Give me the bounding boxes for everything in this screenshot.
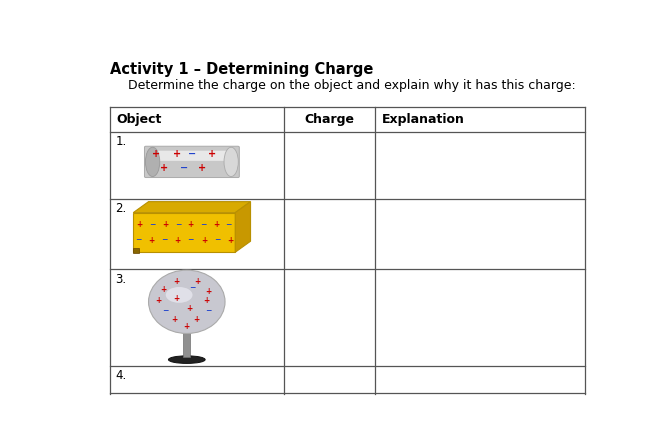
Text: 3.: 3. bbox=[115, 273, 126, 286]
FancyBboxPatch shape bbox=[153, 151, 231, 161]
Text: +: + bbox=[208, 149, 216, 159]
Text: −: − bbox=[188, 236, 194, 245]
Text: +: + bbox=[186, 304, 192, 313]
Ellipse shape bbox=[224, 147, 238, 177]
Text: +: + bbox=[137, 220, 143, 229]
Text: −: − bbox=[135, 236, 141, 245]
Text: −: − bbox=[162, 306, 168, 315]
FancyBboxPatch shape bbox=[133, 248, 139, 253]
Ellipse shape bbox=[166, 287, 193, 303]
Text: 2.: 2. bbox=[115, 202, 126, 215]
Text: 4.: 4. bbox=[115, 369, 126, 382]
Text: −: − bbox=[161, 236, 168, 245]
Text: −: − bbox=[149, 220, 156, 229]
Text: +: + bbox=[184, 322, 190, 331]
Text: +: + bbox=[162, 220, 168, 229]
Text: −: − bbox=[180, 163, 188, 173]
Text: Object: Object bbox=[116, 113, 162, 126]
Text: 1.: 1. bbox=[115, 135, 126, 148]
Text: +: + bbox=[174, 277, 180, 287]
FancyBboxPatch shape bbox=[133, 213, 236, 252]
Text: Explanation: Explanation bbox=[382, 113, 465, 126]
Text: −: − bbox=[226, 220, 232, 229]
Text: +: + bbox=[203, 295, 209, 304]
Text: +: + bbox=[188, 220, 193, 229]
Text: +: + bbox=[213, 220, 219, 229]
Text: +: + bbox=[172, 149, 181, 159]
Text: +: + bbox=[152, 149, 161, 159]
Text: +: + bbox=[205, 287, 211, 296]
Text: +: + bbox=[156, 295, 162, 304]
Text: +: + bbox=[194, 277, 200, 287]
Polygon shape bbox=[236, 202, 251, 252]
Text: Determine the charge on the object and explain why it has this charge:: Determine the charge on the object and e… bbox=[128, 80, 576, 93]
Ellipse shape bbox=[168, 356, 205, 363]
Text: −: − bbox=[200, 220, 207, 229]
Ellipse shape bbox=[149, 270, 225, 333]
Text: −: − bbox=[175, 220, 181, 229]
Text: +: + bbox=[198, 163, 206, 173]
Text: −: − bbox=[214, 236, 220, 245]
Text: −: − bbox=[205, 306, 211, 315]
Text: +: + bbox=[174, 236, 181, 245]
Text: +: + bbox=[171, 315, 177, 324]
FancyBboxPatch shape bbox=[183, 324, 190, 357]
Text: −: − bbox=[189, 283, 195, 292]
Text: +: + bbox=[193, 315, 199, 324]
Polygon shape bbox=[133, 202, 251, 213]
Text: +: + bbox=[174, 294, 180, 303]
Text: +: + bbox=[201, 236, 207, 245]
Text: Charge: Charge bbox=[305, 113, 355, 126]
Ellipse shape bbox=[145, 147, 160, 177]
Text: Activity 1 – Determining Charge: Activity 1 – Determining Charge bbox=[111, 62, 374, 77]
FancyBboxPatch shape bbox=[145, 146, 240, 177]
Text: +: + bbox=[161, 285, 167, 294]
Text: −: − bbox=[188, 149, 196, 159]
Text: +: + bbox=[227, 236, 233, 245]
Text: +: + bbox=[160, 163, 168, 173]
Text: +: + bbox=[148, 236, 155, 245]
